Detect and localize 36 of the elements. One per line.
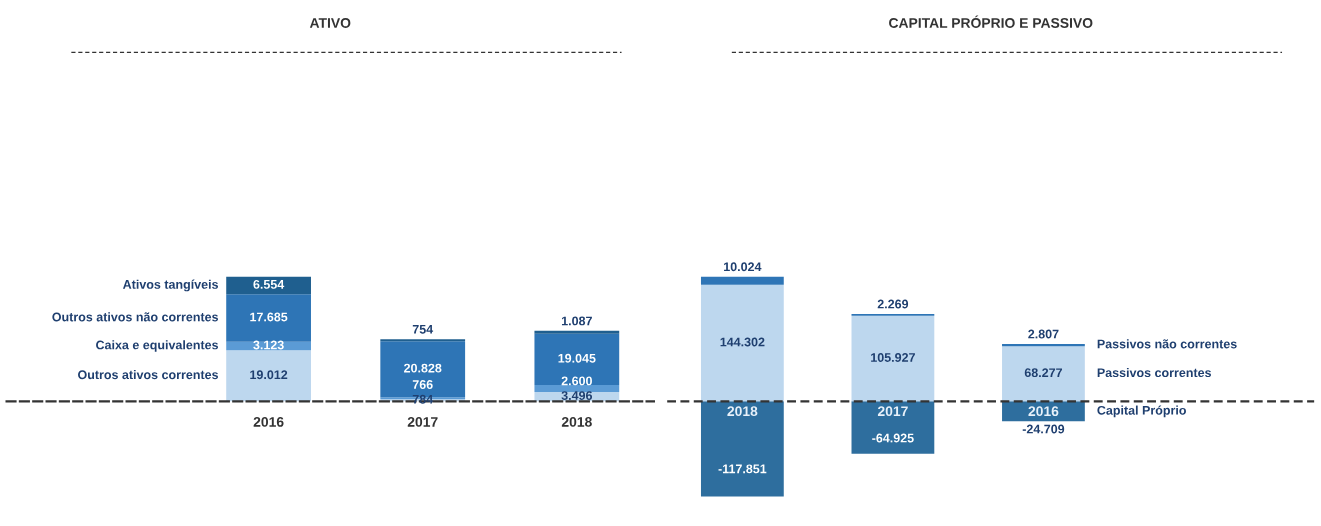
data-label: 20.828 [404, 363, 442, 373]
data-label: 2.269 [877, 299, 909, 309]
series-label: Outros ativos não correntes [52, 312, 219, 322]
data-label: 10.024 [724, 262, 762, 272]
data-label: 68.277 [1024, 368, 1063, 378]
series-label: Ativos tangíveis [122, 279, 219, 292]
data-label: -64.925 [872, 433, 914, 443]
series-label: Caixa e equivalentes [96, 340, 219, 352]
data-label: 6.554 [253, 279, 285, 289]
data-label: 19.045 [558, 353, 596, 363]
series-label: Passivos não correntes [1097, 339, 1237, 349]
series-label: Outros ativos correntes [78, 369, 219, 380]
x-tick-label: 2017 [407, 416, 438, 427]
data-label: 766 [412, 380, 433, 389]
data-label: 3.496 [561, 391, 593, 401]
x-tick-label: 2017 [877, 406, 908, 417]
series-label: Capital Próprio [1097, 405, 1186, 418]
x-tick-label: 2018 [727, 406, 758, 417]
chart-title: ATIVO [309, 18, 351, 28]
x-tick-label: 2016 [1028, 406, 1059, 417]
data-label: 1.087 [561, 316, 592, 326]
data-label: 2.600 [561, 376, 592, 386]
data-label: -24.709 [1022, 424, 1065, 434]
data-label: 2.807 [1028, 329, 1059, 339]
data-label: 3.123 [253, 340, 284, 350]
data-label: 105.927 [871, 353, 915, 362]
data-label: 17.685 [250, 312, 288, 322]
x-tick-label: 2018 [561, 416, 592, 427]
data-label: 754 [412, 324, 434, 334]
data-label: 144.302 [720, 337, 765, 347]
data-label: -117.851 [718, 464, 767, 474]
series-label: Passivos correntes [1097, 367, 1212, 378]
chart-title: CAPITAL PRÓPRIO E PASSIVO [889, 15, 1093, 28]
x-tick-label: 2016 [253, 416, 284, 427]
data-label: 784 [412, 394, 434, 404]
data-label: 19.012 [250, 370, 288, 380]
